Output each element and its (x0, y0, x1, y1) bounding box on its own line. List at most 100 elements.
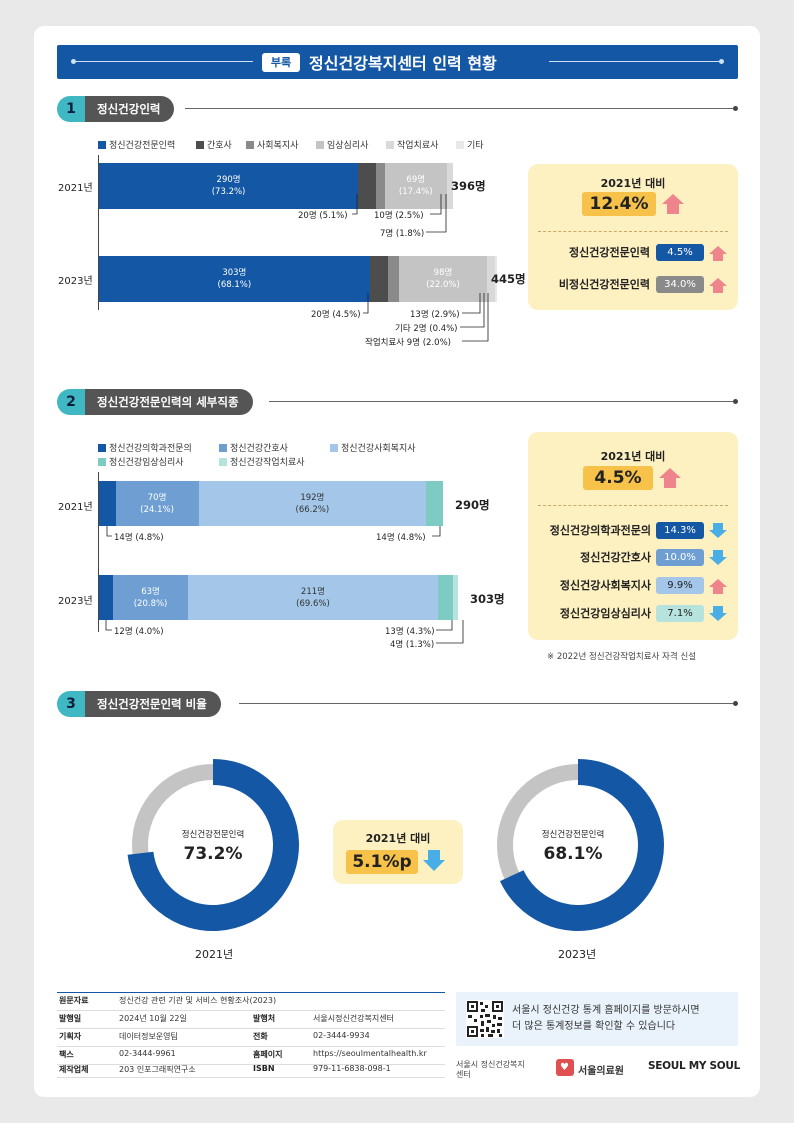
legend-item: 기타 (456, 138, 484, 151)
info-row: 팩스 02-3444-9961 홈페이지 https://seoulmental… (57, 1049, 445, 1068)
info-key: 전화 (253, 1032, 268, 1041)
info-divider (57, 1010, 445, 1011)
section-1-title: 정신건강인력 (85, 96, 175, 122)
title-line-right (549, 61, 721, 62)
chart1-ann-ot-2021: 7명 (1.8%) (380, 229, 425, 239)
legend-item: 정신건강의학과전문의 (98, 441, 192, 454)
section-1-rule (185, 108, 733, 109)
bar-segment: 211명 (69.6%) (187, 575, 438, 620)
info-value: 데이터정보운영팀 (119, 1032, 178, 1041)
bar-percent-label: (66.2%) (295, 504, 330, 515)
chart1-legend: 정신건강전문인력 간호사 사회복지사 임상심리사 작업치료사 기타 (98, 138, 518, 151)
legend-swatch (246, 141, 254, 149)
donut-2021-year: 2021년 (195, 948, 234, 961)
info-value: https://seoulmentalhealth.kr (313, 1049, 427, 1058)
leader-line (460, 293, 485, 328)
bar-percent-label: (17.4%) (398, 187, 433, 197)
donut-2023-value: 68.1% (543, 844, 603, 864)
legend-swatch (98, 444, 106, 452)
chart2-ann-ot-2023: 4명 (1.3%) (390, 640, 435, 650)
legend-swatch (98, 141, 106, 149)
leader-line (352, 194, 358, 215)
arrow-up-icon (709, 579, 727, 587)
panel3-head: 2021년 대비 (365, 832, 431, 845)
qr-text: 서울시 정신건강 통계 홈페이지를 방문하시면 더 많은 통계정보를 확인할 수… (512, 1003, 700, 1035)
section-1-dot (733, 106, 738, 111)
info-bottom-line (57, 1077, 445, 1078)
legend-item: 간호사 (196, 138, 232, 151)
leader-line (363, 293, 369, 314)
bar-value-label: 211명 (300, 586, 325, 597)
info-key: ISBN (253, 1064, 275, 1073)
chart1-ylabel-2021: 2021년 (58, 183, 93, 194)
chart2-ann-psych-2023: 13명 (4.3%) (385, 627, 435, 637)
chart2-ylabel-2021: 2021년 (58, 502, 93, 513)
legend-label: 정신건강의학과전문의 (109, 444, 192, 454)
panel1-row-label: 정신건강전문인력 (569, 246, 650, 259)
qr-code-icon[interactable] (466, 1000, 504, 1038)
donut-slice-2021년 (127, 759, 299, 931)
qr-text-line1: 서울시 정신건강 통계 홈페이지를 방문하시면 (512, 1005, 700, 1016)
arrow-up-icon (659, 468, 681, 478)
section-2-header: 2 정신건강전문인력의 세부직종 (57, 389, 738, 415)
arrow-up-icon (662, 194, 684, 204)
leader-line (462, 293, 481, 314)
info-key: 발행일 (59, 1014, 82, 1023)
chart1-total-2021: 396명 (451, 179, 486, 193)
bar-percent-label: (22.0%) (426, 280, 460, 290)
panel1-change-summary: 2021년 대비 12.4% 정신건강전문인력 4.5% 비정신건강전문인력 3… (528, 164, 738, 310)
leader-line (436, 620, 453, 631)
chart1-ann-sw-2021: 10명 (2.5%) (374, 211, 424, 221)
qr-text-line2: 더 많은 통계정보를 확인할 수 있습니다 (512, 1021, 676, 1032)
bar-value-label: 69명 (406, 175, 426, 185)
section-3-number: 3 (57, 691, 85, 717)
bar-segment: 70명 (24.1%) (115, 481, 199, 526)
info-row: 원문자료 정신건강 관련 기관 및 서비스 현황조사(2023) (57, 995, 445, 1014)
legend-item: 정신건강작업치료사 (219, 455, 305, 468)
bar-segment (99, 575, 114, 620)
title-line-left (75, 61, 253, 62)
legend-swatch (98, 458, 106, 466)
chart2-ann-psych-2021: 14명 (4.8%) (376, 533, 426, 543)
bar-value-label: 98명 (433, 268, 453, 278)
publication-info: 원문자료 정신건강 관련 기관 및 서비스 현황조사(2023) 발행일 202… (57, 992, 445, 1082)
leader-line (105, 620, 112, 631)
bar-segment: 290명 (73.2%) (99, 163, 359, 209)
bar-segment (369, 256, 388, 302)
chart2-total-2021: 290명 (455, 498, 490, 512)
chart2-legend: 정신건강의학과전문의 정신건강간호사 정신건강사회복지사 정신건강임상심리사 정… (98, 441, 518, 469)
title-bar: 부록 정신건강복지센터 인력 현황 (57, 45, 738, 79)
bar-segment (387, 256, 400, 302)
info-divider (57, 1028, 445, 1029)
bar-value-label: 303명 (222, 268, 247, 278)
legend-label: 사회복지사 (257, 141, 299, 151)
arrow-down-icon (709, 557, 727, 565)
section-2-title: 정신건강전문인력의 세부직종 (85, 389, 253, 415)
section-1-header: 1 정신건강인력 (57, 96, 738, 122)
page-title: 정신건강복지센터 인력 현황 (309, 54, 497, 73)
arrow-down-icon (709, 613, 727, 621)
chart1-ann-nurse-2021: 20명 (5.1%) (298, 211, 348, 221)
heart-icon-glyph: ♥ (560, 1062, 569, 1073)
donut-2021-center: 정신건강전문인력 73.2% (153, 828, 273, 864)
section-1-number: 1 (57, 96, 85, 122)
info-value: 2024년 10월 22일 (119, 1014, 187, 1023)
panel2-divider (538, 505, 728, 506)
legend-swatch (330, 444, 338, 452)
donut-2021-label: 정신건강전문인력 (181, 830, 245, 840)
bar-percent-label: (20.8%) (133, 598, 168, 609)
section-2-rule (269, 401, 733, 402)
panel1-row-value: 34.0% (656, 276, 704, 293)
appendix-badge: 부록 (262, 53, 300, 72)
legend-label: 임상심리사 (327, 141, 369, 151)
chart1-axis (98, 155, 99, 310)
legend-label: 기타 (467, 141, 484, 151)
panel1-row-label: 비정신건강전문인력 (558, 278, 650, 291)
arrow-up-icon-stem (713, 286, 723, 293)
legend-label: 정신건강간호사 (230, 444, 288, 454)
bar-segment: 69명 (17.4%) (384, 163, 447, 209)
legend-swatch (456, 141, 464, 149)
section-2-dot (733, 399, 738, 404)
